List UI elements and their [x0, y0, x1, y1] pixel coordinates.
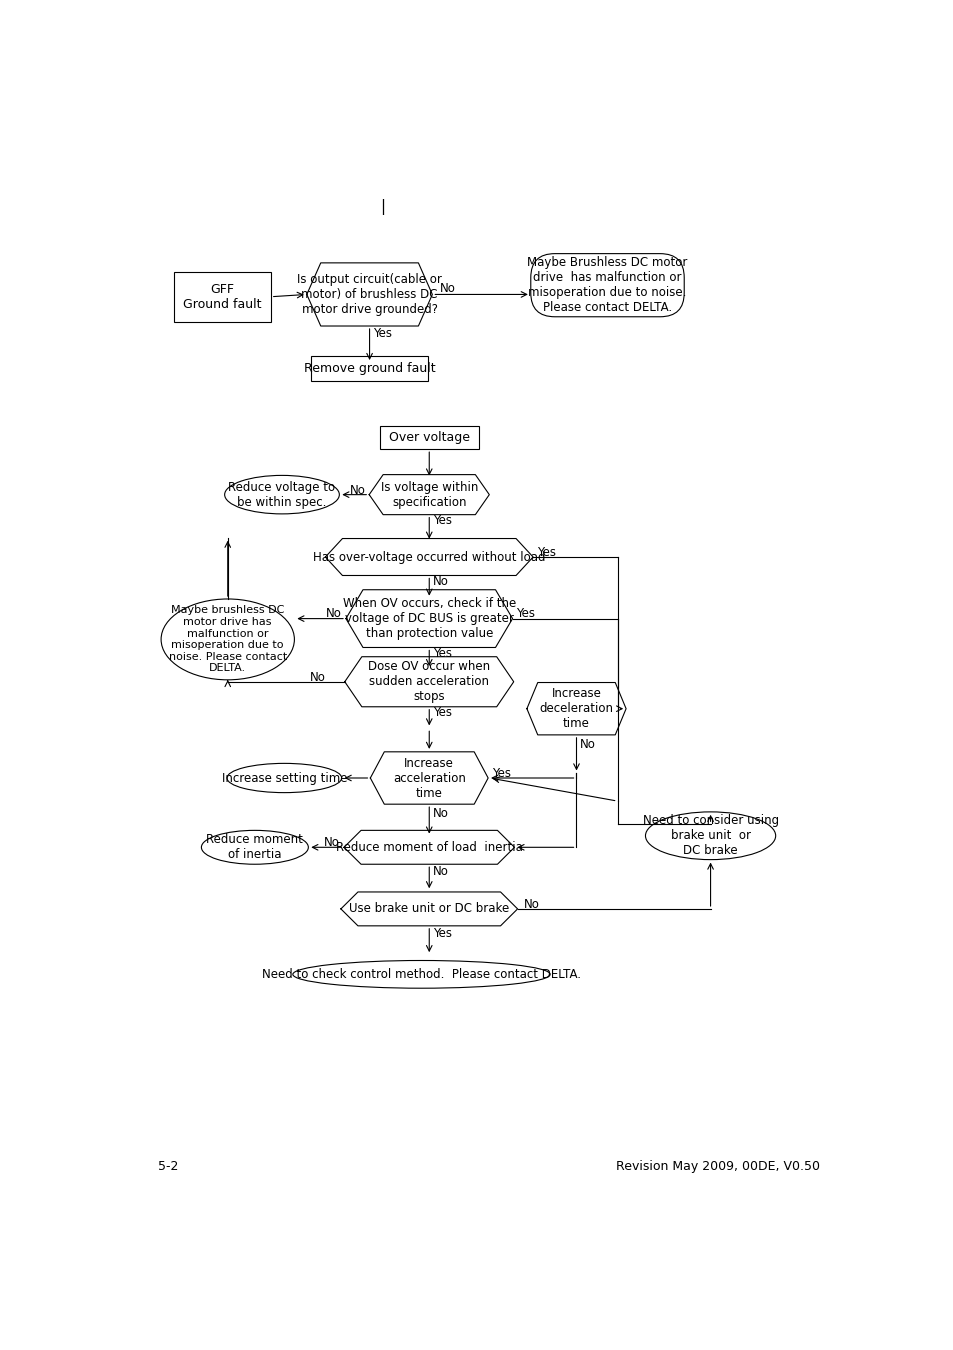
Bar: [379, 427, 478, 450]
Ellipse shape: [201, 830, 308, 864]
Text: Yes: Yes: [433, 706, 452, 720]
FancyBboxPatch shape: [530, 254, 683, 317]
Ellipse shape: [645, 811, 775, 860]
Text: Is output circuit(cable or
motor) of brushless DC
motor drive grounded?: Is output circuit(cable or motor) of bru…: [296, 273, 441, 316]
Text: Use brake unit or DC brake: Use brake unit or DC brake: [349, 902, 509, 915]
Bar: [173, 271, 271, 321]
Text: No: No: [433, 807, 449, 819]
Text: No: No: [433, 865, 449, 879]
Text: Increase setting time: Increase setting time: [221, 771, 347, 784]
Text: No: No: [579, 737, 596, 751]
Text: Yes: Yes: [516, 608, 535, 621]
Text: Need to consider using
brake unit  or
DC brake: Need to consider using brake unit or DC …: [641, 814, 778, 857]
Text: No: No: [309, 671, 325, 683]
Text: No: No: [433, 575, 449, 589]
Ellipse shape: [293, 960, 550, 988]
Text: No: No: [439, 282, 456, 294]
Text: Yes: Yes: [373, 327, 392, 340]
Text: Maybe brushless DC
motor drive has
malfunction or
misoperation due to
noise. Ple: Maybe brushless DC motor drive has malfu…: [169, 605, 287, 674]
Ellipse shape: [161, 599, 294, 680]
Text: No: No: [523, 898, 539, 911]
Text: Remove ground fault: Remove ground fault: [303, 362, 435, 375]
Text: Increase
acceleration
time: Increase acceleration time: [393, 756, 465, 799]
Text: Yes: Yes: [433, 514, 452, 528]
Text: Is voltage within
specification: Is voltage within specification: [380, 481, 477, 509]
Text: Need to check control method.  Please contact DELTA.: Need to check control method. Please con…: [262, 968, 580, 981]
Text: Yes: Yes: [433, 927, 452, 940]
Text: Maybe Brushless DC motor
drive  has malfunction or
misoperation due to noise.
Pl: Maybe Brushless DC motor drive has malfu…: [527, 256, 687, 315]
Text: Dose OV occur when
sudden acceleration
stops: Dose OV occur when sudden acceleration s…: [368, 660, 490, 703]
Text: Over voltage: Over voltage: [388, 431, 469, 444]
Text: Has over-voltage occurred without load: Has over-voltage occurred without load: [313, 551, 545, 563]
Text: Revision May 2009, 00DE, V0.50: Revision May 2009, 00DE, V0.50: [616, 1161, 819, 1173]
Text: No: No: [349, 483, 365, 497]
Text: |: |: [380, 198, 385, 215]
Text: Reduce moment
of inertia: Reduce moment of inertia: [206, 833, 303, 861]
Text: No: No: [324, 836, 340, 849]
Ellipse shape: [227, 763, 341, 792]
Bar: [311, 356, 428, 381]
Text: When OV occurs, check if the
voltage of DC BUS is greater
than protection value: When OV occurs, check if the voltage of …: [342, 597, 516, 640]
Ellipse shape: [224, 475, 339, 514]
Text: GFF
Ground fault: GFF Ground fault: [183, 282, 261, 310]
Text: Yes: Yes: [537, 545, 556, 559]
Text: Reduce voltage to
be within spec.: Reduce voltage to be within spec.: [228, 481, 335, 509]
Text: Increase
deceleration
time: Increase deceleration time: [539, 687, 613, 730]
Text: No: No: [326, 608, 342, 621]
Text: 5-2: 5-2: [158, 1161, 178, 1173]
Text: Yes: Yes: [433, 647, 452, 660]
Text: Yes: Yes: [492, 767, 511, 780]
Text: Reduce moment of load  inertia: Reduce moment of load inertia: [335, 841, 522, 853]
